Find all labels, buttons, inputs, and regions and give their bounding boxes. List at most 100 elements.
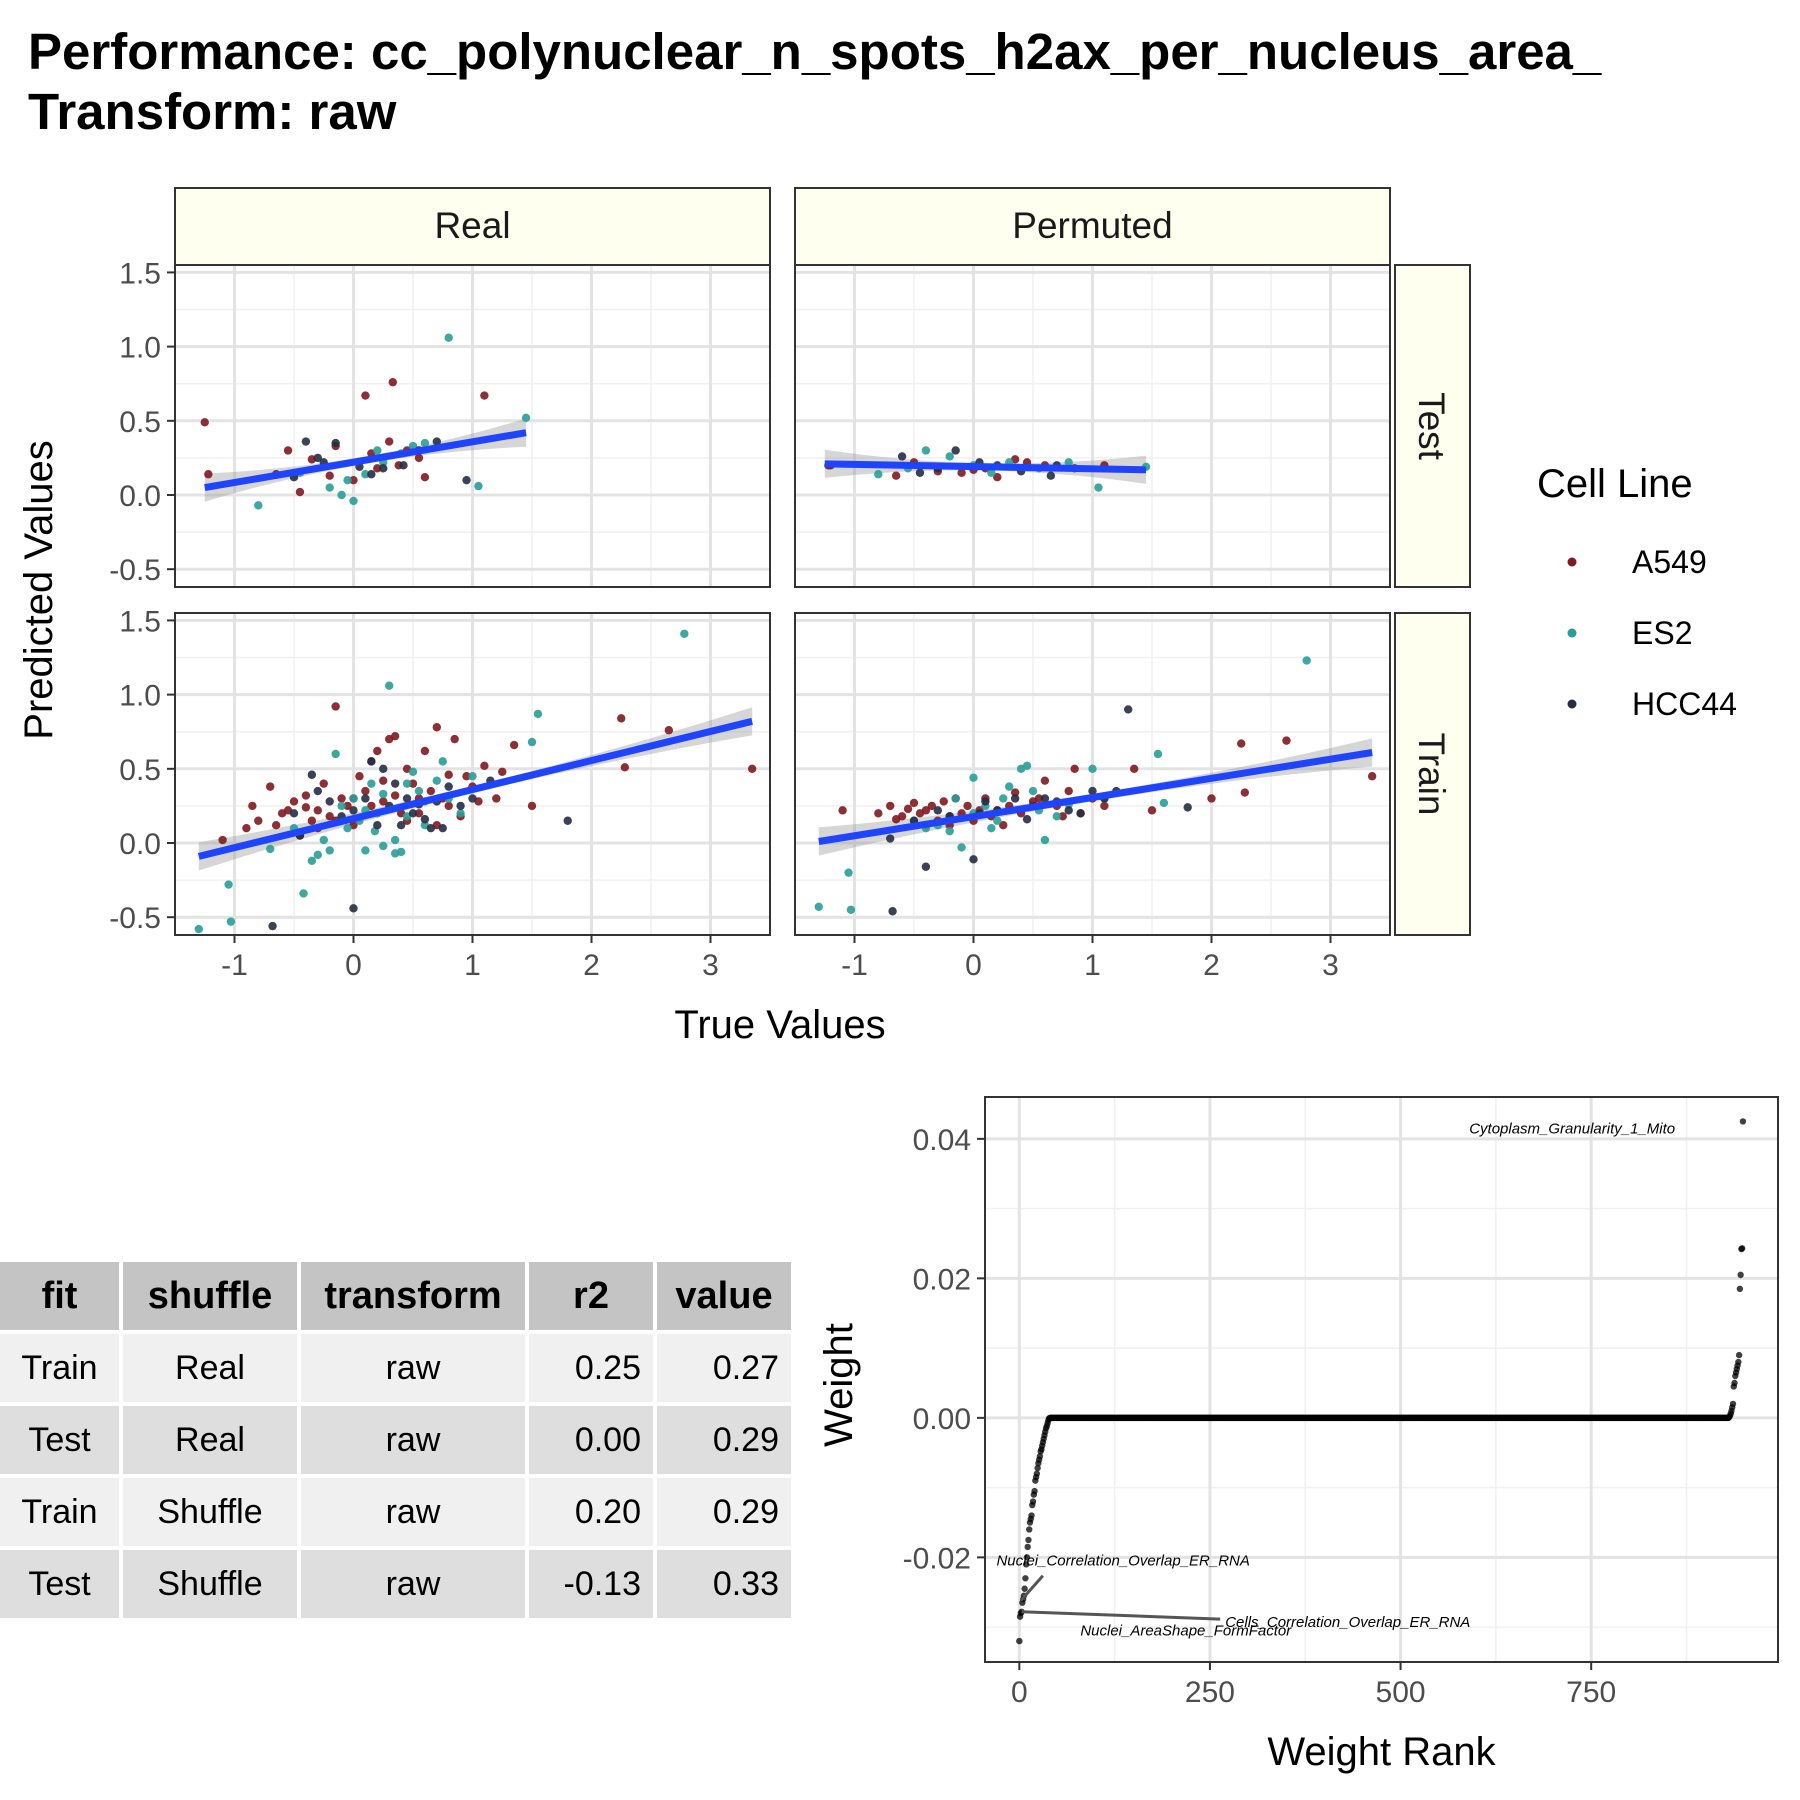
- y-tick-label: 1.5: [119, 605, 161, 638]
- point-hcc44: [444, 782, 453, 791]
- x-tick-label: 2: [1203, 949, 1220, 982]
- y-tick-label: -0.5: [109, 902, 161, 935]
- cell-value: 0.29: [657, 1406, 791, 1474]
- point-a549: [1147, 806, 1157, 815]
- point-es2: [349, 496, 358, 506]
- facet-strip-label: Real: [434, 205, 510, 246]
- point-hcc44: [1124, 705, 1133, 714]
- point-a549: [283, 446, 293, 455]
- point-a549: [271, 820, 281, 830]
- legend-title: Cell Line: [1537, 462, 1693, 506]
- header-transform: transform: [301, 1262, 525, 1330]
- weight-point: [1739, 1118, 1747, 1125]
- point-a549: [361, 786, 370, 796]
- table-row: Test Shuffle raw -0.13 0.33: [0, 1550, 791, 1618]
- legend-label: HCC44: [1632, 686, 1737, 722]
- y-tick-label: -0.02: [903, 1542, 971, 1575]
- point-a549: [379, 797, 388, 806]
- header-r2: r2: [529, 1262, 653, 1330]
- point-a549: [349, 475, 358, 485]
- regression-line: [824, 460, 1147, 474]
- point-hcc44: [933, 806, 942, 815]
- point-es2: [331, 749, 340, 759]
- point-es2: [414, 786, 424, 796]
- point-es2: [343, 475, 352, 485]
- point-a549: [218, 835, 227, 845]
- x-tick-label: 3: [702, 949, 719, 982]
- point-es2: [361, 470, 370, 479]
- weight-point: [1729, 1400, 1737, 1408]
- cell-shuffle: Shuffle: [123, 1478, 297, 1546]
- regression-line: [204, 429, 527, 492]
- cell-transform: raw: [301, 1478, 525, 1546]
- point-es2: [420, 438, 430, 448]
- point-a549: [254, 816, 263, 825]
- point-hcc44: [969, 855, 978, 864]
- point-hcc44: [373, 820, 382, 830]
- point-a549: [444, 770, 453, 779]
- point-es2: [396, 847, 406, 857]
- y-tick-label: 1.0: [119, 332, 161, 365]
- point-a549: [492, 794, 501, 803]
- point-a549: [373, 464, 382, 473]
- point-hcc44: [1183, 803, 1192, 812]
- annotation-label: Nuclei_Correlation_Overlap_ER_RNA: [996, 1553, 1249, 1570]
- facet-strip-label: Test: [1411, 392, 1452, 461]
- point-a549: [408, 779, 418, 788]
- point-hcc44: [396, 820, 406, 830]
- point-es2: [319, 835, 328, 845]
- point-es2: [1028, 786, 1038, 796]
- point-hcc44: [289, 809, 299, 818]
- legend-label: A549: [1632, 544, 1707, 580]
- point-hcc44: [915, 468, 925, 477]
- point-es2: [307, 856, 317, 866]
- point-a549: [390, 731, 400, 741]
- panel-real-train: [174, 612, 771, 936]
- legend-key-es2: [1567, 628, 1577, 638]
- weight-point: [1023, 1554, 1031, 1561]
- weight-point: [1735, 1351, 1743, 1359]
- point-es2: [987, 468, 996, 477]
- x-tick-label: -1: [221, 949, 248, 982]
- point-a549: [1070, 764, 1079, 774]
- point-a549: [390, 791, 400, 800]
- point-hcc44: [432, 437, 441, 446]
- facet-strip-bg: [1394, 264, 1471, 588]
- point-es2: [390, 835, 400, 845]
- panel-border: [174, 264, 771, 588]
- point-hcc44: [456, 801, 465, 811]
- point-es2: [432, 776, 441, 785]
- point-a549: [462, 772, 471, 781]
- point-es2: [379, 789, 388, 799]
- point-hcc44: [313, 786, 322, 796]
- point-hcc44: [307, 770, 317, 779]
- chart-title: Performance: cc_polynuclear_n_spots_h2ax…: [28, 22, 1601, 142]
- x-tick-label: 0: [1011, 1676, 1028, 1709]
- x-tick-label: 0: [965, 949, 982, 982]
- point-es2: [337, 801, 346, 811]
- point-a549: [886, 801, 895, 811]
- point-es2: [194, 924, 203, 934]
- plot-background: [985, 1097, 1778, 1662]
- point-a549: [891, 815, 901, 824]
- point-es2: [266, 844, 275, 854]
- weight-point: [1029, 1498, 1037, 1505]
- cell-transform: raw: [301, 1334, 525, 1402]
- cell-transform: raw: [301, 1550, 525, 1618]
- point-hcc44: [888, 907, 897, 916]
- point-a549: [509, 740, 519, 750]
- weight-point: [1033, 1470, 1041, 1477]
- point-a549: [355, 772, 364, 781]
- point-es2: [957, 843, 966, 852]
- point-es2: [456, 809, 465, 818]
- weight-point: [1034, 1464, 1041, 1472]
- point-es2: [844, 868, 853, 877]
- facet-strip-permuted: Permuted: [794, 187, 1391, 266]
- point-a549: [617, 714, 626, 723]
- weight-point: [1036, 1453, 1044, 1460]
- point-a549: [444, 801, 453, 811]
- point-es2: [945, 826, 954, 836]
- point-hcc44: [331, 438, 340, 448]
- x-tick-label: 250: [1185, 1676, 1235, 1709]
- table-header-row: fit shuffle transform r2 value: [0, 1262, 791, 1330]
